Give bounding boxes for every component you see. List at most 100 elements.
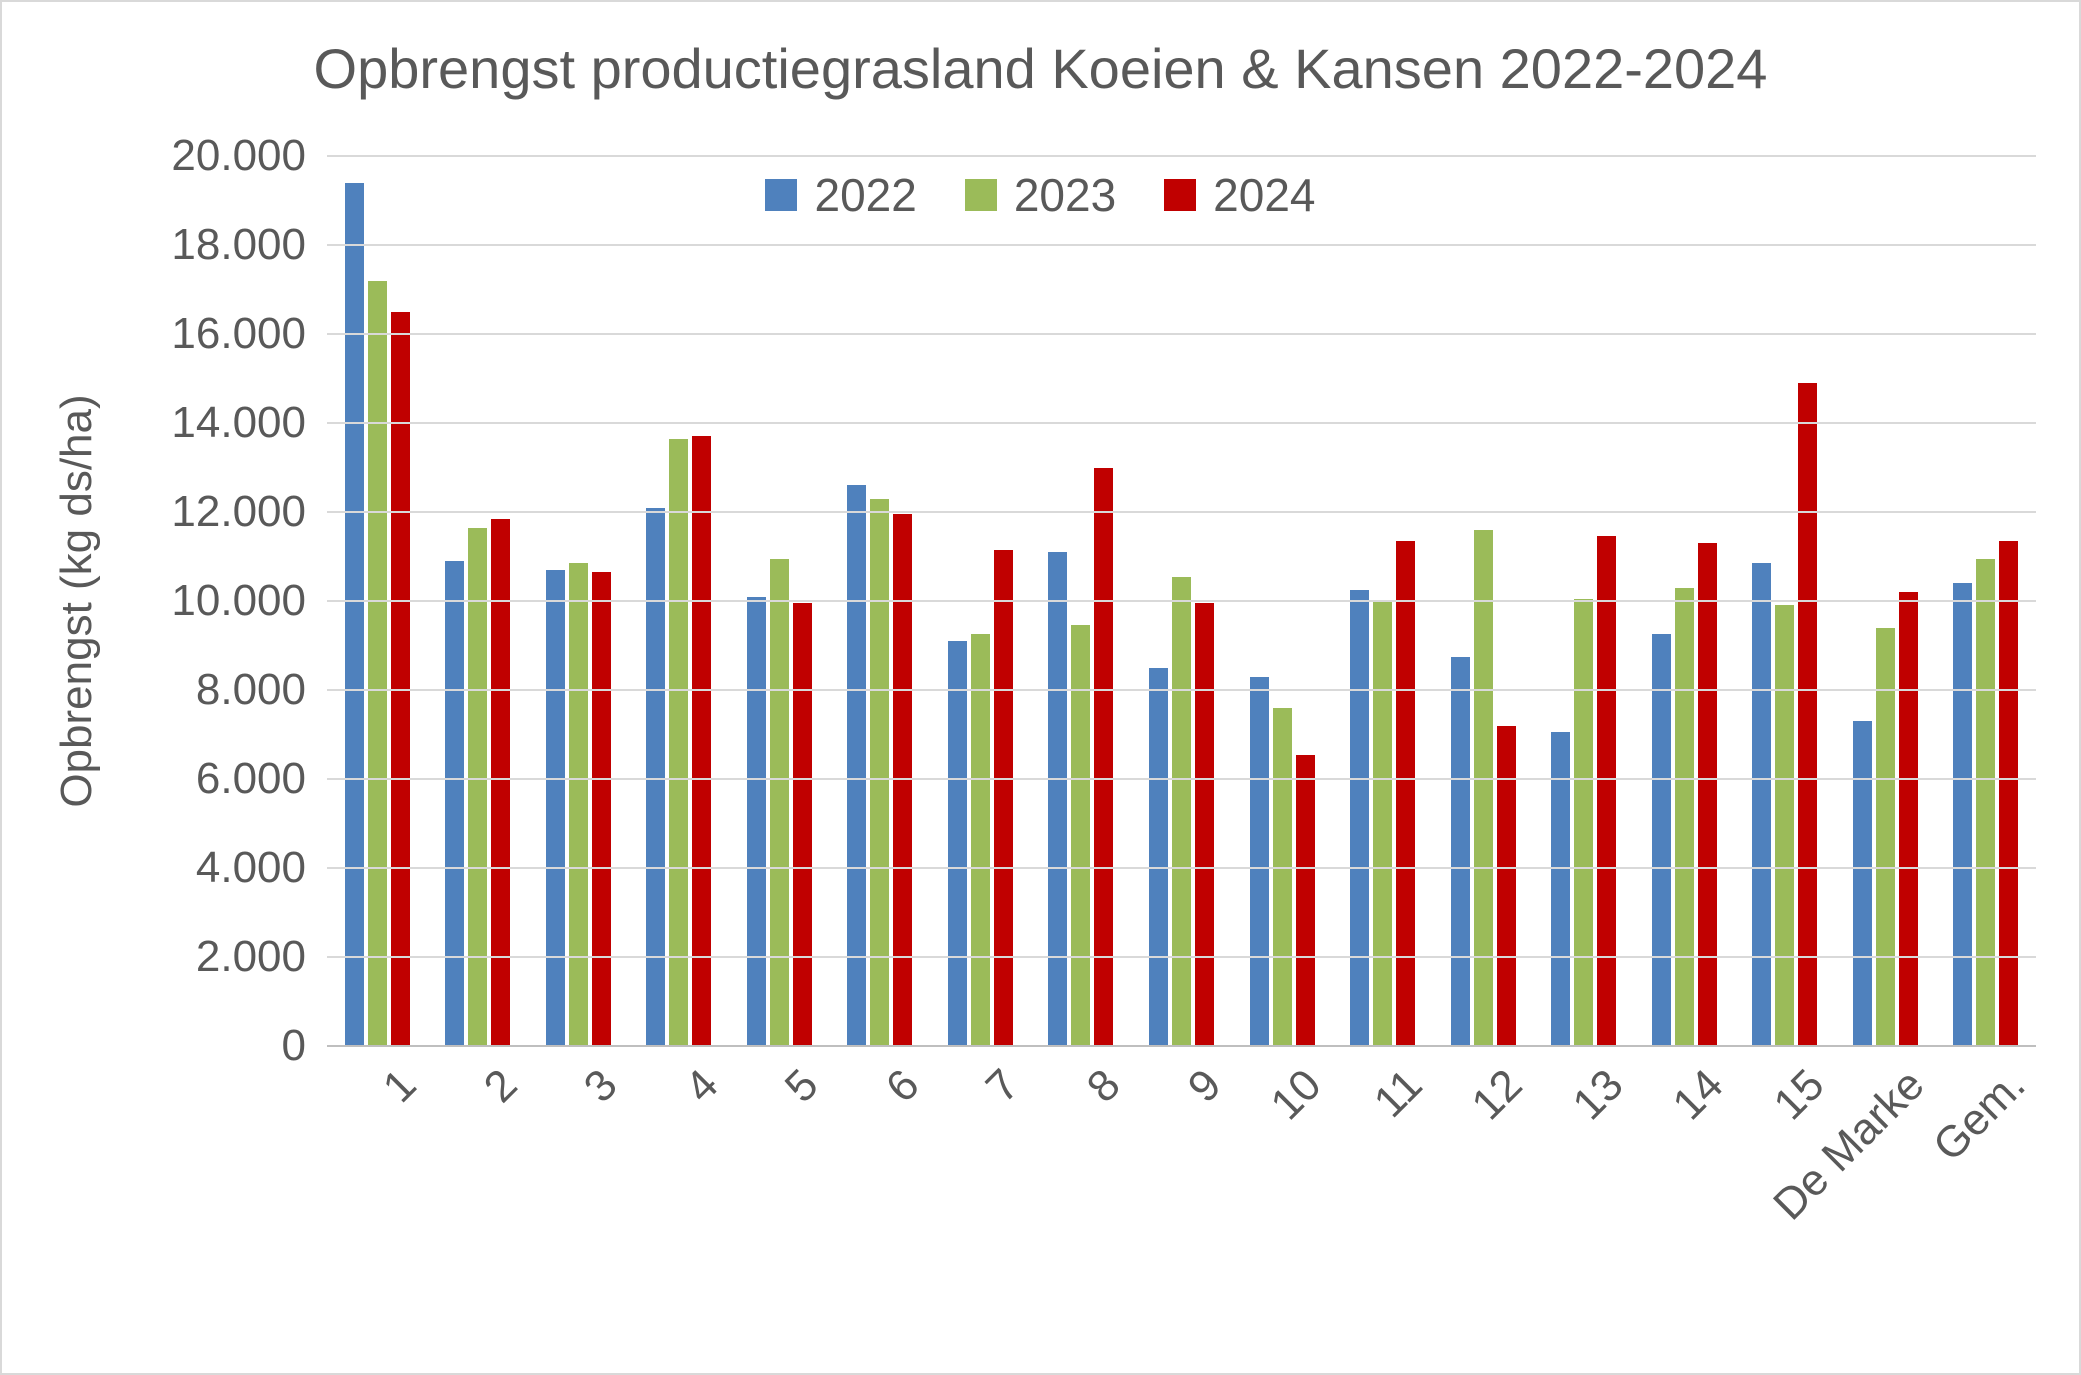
bar-2022-8 xyxy=(1048,552,1068,1046)
gridline-6.000 xyxy=(327,778,2036,780)
x-category-label-12: 12 xyxy=(1462,1060,1532,1130)
bar-2023-3 xyxy=(568,563,588,1046)
legend-label-2022: 2022 xyxy=(814,169,917,221)
bar-group-15 xyxy=(1734,156,1835,1046)
bar-2024-2 xyxy=(491,518,511,1046)
bar-2022-3 xyxy=(545,569,565,1046)
bar-2023-2 xyxy=(468,527,488,1046)
bar-2023-5 xyxy=(769,558,789,1046)
bar-group-7 xyxy=(930,156,1031,1046)
bar-group-9 xyxy=(1131,156,1232,1046)
bar-group-10 xyxy=(1232,156,1333,1046)
bar-2023-11 xyxy=(1373,601,1393,1046)
gridline-14.000 xyxy=(327,422,2036,424)
bar-group-14 xyxy=(1634,156,1735,1046)
gridline-4.000 xyxy=(327,867,2036,869)
bar-group-12 xyxy=(1433,156,1534,1046)
x-category-label-2: 2 xyxy=(474,1060,527,1112)
y-tick-label-10.000: 10.000 xyxy=(171,576,306,625)
x-category-label-7: 7 xyxy=(977,1060,1030,1112)
bar-group-8 xyxy=(1031,156,1132,1046)
legend-swatch-2022 xyxy=(765,179,798,211)
bar-2022-11 xyxy=(1350,589,1370,1046)
bar-group-11 xyxy=(1332,156,1433,1046)
x-category-label-15: 15 xyxy=(1764,1060,1834,1130)
bar-2024-De Marke xyxy=(1898,592,1918,1046)
bar-2022-1 xyxy=(344,182,364,1046)
x-category-label-11: 11 xyxy=(1364,1060,1432,1127)
gridline-20.000 xyxy=(327,155,2036,157)
x-axis-line xyxy=(327,1045,2036,1047)
bar-2024-11 xyxy=(1396,540,1416,1046)
gridline-10.000 xyxy=(327,600,2036,602)
y-tick-label-6.000: 6.000 xyxy=(195,754,306,803)
bar-2023-14 xyxy=(1674,587,1694,1046)
bar-2024-10 xyxy=(1295,754,1315,1046)
legend-swatch-2024 xyxy=(1164,179,1197,211)
gridline-16.000 xyxy=(327,333,2036,335)
bar-groups xyxy=(327,156,2036,1046)
x-category-label-Gem.: Gem. xyxy=(1923,1060,2035,1171)
legend-item-2024: 2024 xyxy=(1164,168,1316,222)
bar-2024-13 xyxy=(1597,536,1617,1046)
y-tick-label-8.000: 8.000 xyxy=(195,665,306,714)
x-category-label-8: 8 xyxy=(1077,1060,1130,1112)
bar-2022-12 xyxy=(1450,656,1470,1046)
bar-2024-6 xyxy=(893,514,913,1046)
bar-group-6 xyxy=(830,156,931,1046)
y-axis-title: Opbrengst (kg ds/ha) xyxy=(52,394,101,808)
gridline-12.000 xyxy=(327,511,2036,513)
bar-2024-5 xyxy=(792,603,812,1046)
legend-label-2023: 2023 xyxy=(1013,169,1117,221)
y-tick-label-14.000: 14.000 xyxy=(171,398,306,447)
bar-2023-4 xyxy=(669,438,689,1046)
bar-group-1 xyxy=(327,156,428,1046)
x-category-label-10: 10 xyxy=(1261,1060,1331,1130)
bar-2023-10 xyxy=(1272,707,1292,1046)
bar-2023-6 xyxy=(870,498,890,1046)
bar-group-Gem. xyxy=(1936,156,2037,1046)
legend-label-2024: 2024 xyxy=(1213,169,1316,221)
bar-2024-7 xyxy=(993,549,1013,1046)
x-category-label-4: 4 xyxy=(675,1060,728,1112)
bar-2024-14 xyxy=(1697,543,1717,1046)
bar-group-De Marke xyxy=(1835,156,1936,1046)
x-category-label-13: 13 xyxy=(1562,1060,1633,1130)
y-tick-label-4.000: 4.000 xyxy=(195,843,306,892)
bar-2022-4 xyxy=(646,507,666,1046)
x-category-label-9: 9 xyxy=(1178,1060,1231,1112)
y-tick-label-20.000: 20.000 xyxy=(171,131,306,180)
bar-2024-4 xyxy=(692,436,712,1046)
legend-item-2023: 2023 xyxy=(964,168,1117,222)
bar-group-4 xyxy=(629,156,730,1046)
bar-group-5 xyxy=(729,156,830,1046)
plot-area xyxy=(327,155,2036,1047)
gridline-2.000 xyxy=(327,956,2036,958)
bar-2024-3 xyxy=(591,572,611,1046)
gridline-18.000 xyxy=(327,244,2036,246)
x-category-label-1: 1 xyxy=(373,1060,426,1112)
x-category-label-14: 14 xyxy=(1663,1060,1733,1130)
x-category-label-3: 3 xyxy=(574,1060,627,1112)
legend-item-2022: 2022 xyxy=(765,168,917,222)
y-tick-label-0: 0 xyxy=(281,1021,306,1070)
gridline-8.000 xyxy=(327,689,2036,691)
chart-title: Opbrengst productiegrasland Koeien & Kan… xyxy=(313,37,1768,100)
legend: 2022 2023 2024 xyxy=(2,168,2079,222)
bar-2024-12 xyxy=(1496,725,1516,1046)
bar-2023-15 xyxy=(1775,605,1795,1046)
legend-swatch-2023 xyxy=(964,179,997,211)
bar-2023-De Marke xyxy=(1875,627,1895,1046)
bar-2022-6 xyxy=(847,485,867,1046)
bar-2023-1 xyxy=(367,280,387,1046)
bar-2023-13 xyxy=(1574,598,1594,1046)
y-tick-label-12.000: 12.000 xyxy=(171,487,306,536)
bar-2024-9 xyxy=(1195,603,1215,1046)
x-category-label-6: 6 xyxy=(876,1060,929,1112)
y-tick-label-16.000: 16.000 xyxy=(171,309,306,358)
bar-2022-10 xyxy=(1249,676,1269,1046)
bar-2022-Gem. xyxy=(1953,583,1973,1046)
bar-2022-7 xyxy=(947,641,967,1046)
bar-2022-14 xyxy=(1651,634,1671,1046)
bar-group-2 xyxy=(428,156,529,1046)
